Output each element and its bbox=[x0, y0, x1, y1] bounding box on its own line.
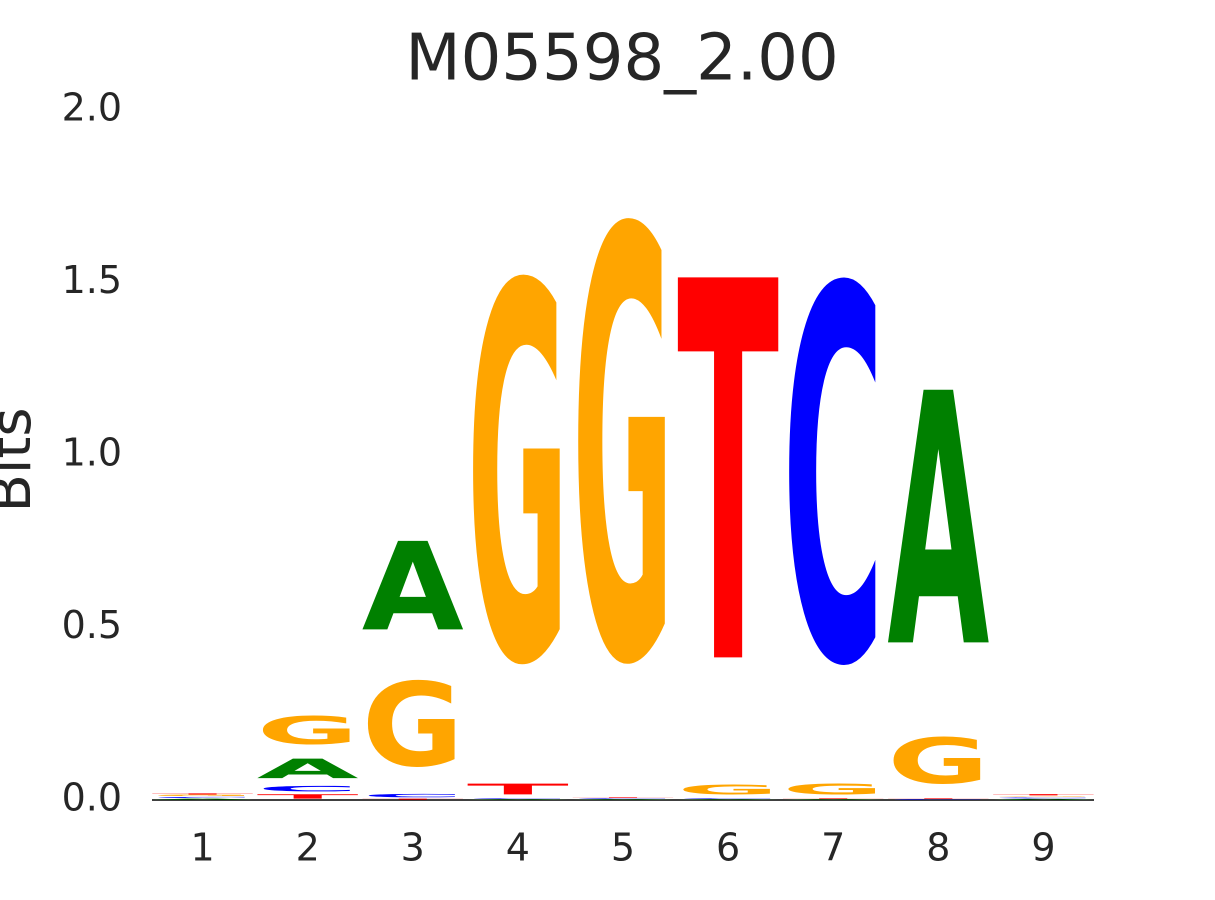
letter-glyph: C bbox=[677, 798, 779, 799]
x-tick-label: 4 bbox=[506, 826, 530, 870]
y-tick-label: 2.0 bbox=[62, 86, 122, 130]
letter-glyph: A bbox=[257, 754, 360, 785]
letter-glyph: T bbox=[152, 793, 254, 795]
letter-glyph: G bbox=[152, 795, 254, 797]
letter-glyph: G bbox=[887, 726, 989, 798]
letter-glyph: C bbox=[152, 797, 254, 799]
x-tick-label: 3 bbox=[401, 826, 425, 870]
letter-glyph: G bbox=[782, 781, 884, 798]
y-tick-label: 0.0 bbox=[62, 776, 122, 820]
letter-glyph: G bbox=[572, 110, 674, 795]
x-tick-label: 9 bbox=[1031, 826, 1055, 870]
letter-glyph: G bbox=[677, 782, 779, 798]
letter-glyph: T bbox=[362, 798, 464, 800]
letter-glyph: T bbox=[677, 175, 780, 781]
letter-glyph: A bbox=[992, 799, 1094, 800]
letter-glyph: C bbox=[887, 799, 989, 800]
y-axis-label: Bits bbox=[0, 407, 44, 512]
x-tick-label: 7 bbox=[821, 826, 845, 870]
letter-glyph: A bbox=[572, 799, 674, 800]
x-tick-label: 1 bbox=[190, 826, 214, 870]
x-tick-label: 8 bbox=[926, 826, 950, 870]
letter-glyph: G bbox=[467, 180, 569, 779]
y-tick-label: 1.5 bbox=[62, 258, 122, 302]
letter-glyph: T bbox=[572, 797, 674, 798]
x-tick-label: 2 bbox=[296, 826, 320, 870]
x-tick-label: 5 bbox=[611, 826, 635, 870]
letter-glyph: G bbox=[362, 659, 464, 793]
letter-glyph: T bbox=[257, 793, 359, 800]
letter-glyph: C bbox=[782, 183, 884, 779]
letter-glyph: T bbox=[887, 798, 989, 799]
letter-glyph: G bbox=[992, 796, 1094, 797]
letter-glyph: C bbox=[362, 793, 464, 798]
letter-glyph: C bbox=[992, 797, 1094, 798]
x-tick-label: 6 bbox=[716, 826, 740, 870]
letter-glyph: A bbox=[782, 799, 884, 800]
letter-glyph: T bbox=[992, 794, 1094, 796]
letter-glyph: A bbox=[152, 798, 254, 800]
letter-glyph: C bbox=[257, 785, 359, 794]
letter-glyph: C bbox=[572, 798, 674, 799]
letter-glyph: G bbox=[257, 709, 359, 754]
y-tick-label: 1.0 bbox=[62, 431, 122, 475]
letter-glyph: C bbox=[467, 798, 569, 799]
letter-glyph: A bbox=[362, 516, 464, 658]
chart-title: M05598_2.00 bbox=[405, 22, 838, 96]
letter-glyph: T bbox=[467, 781, 569, 798]
y-tick-label: 0.5 bbox=[62, 603, 122, 647]
letter-glyph: A bbox=[677, 799, 779, 800]
letter-glyph: A bbox=[887, 321, 990, 724]
letter-glyph: T bbox=[782, 798, 884, 799]
letter-glyph: A bbox=[467, 799, 569, 800]
